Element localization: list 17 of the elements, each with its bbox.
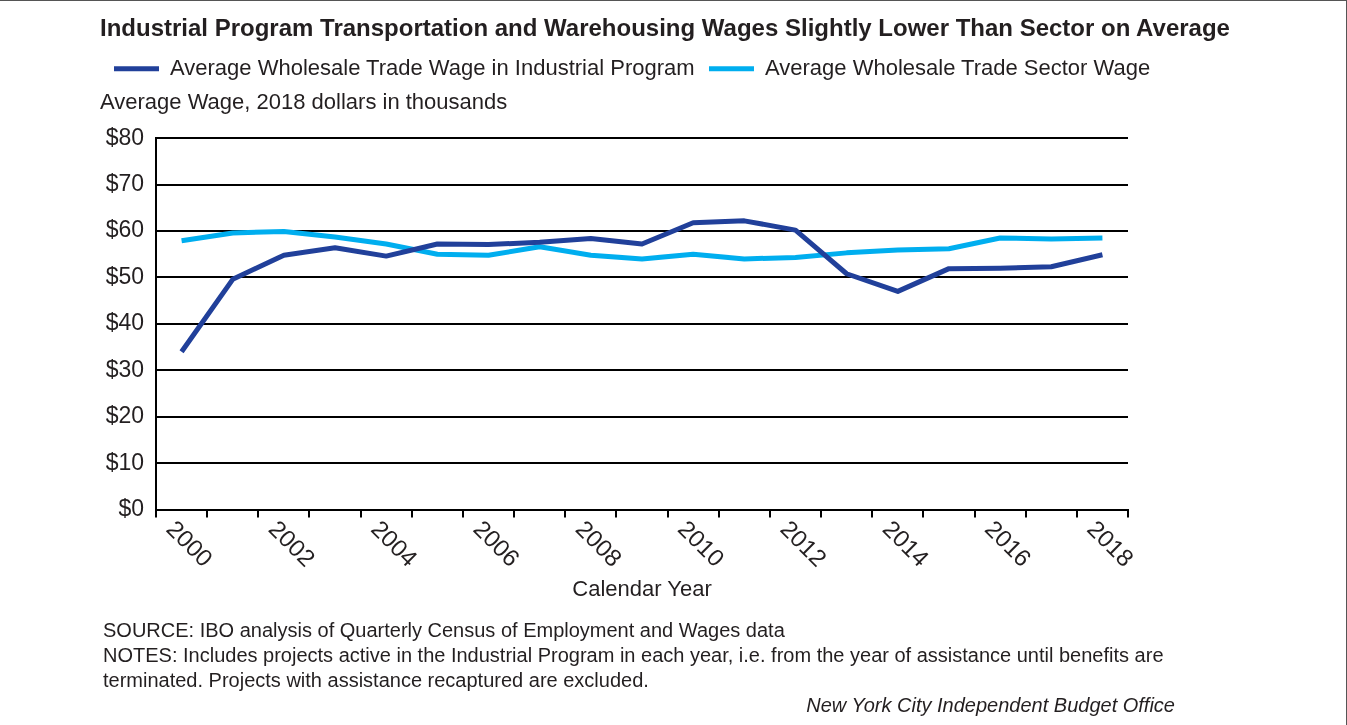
legend-label: Average Wholesale Trade Sector Wage xyxy=(764,54,1151,80)
chart-title: Industrial Program Transportation and Warehousing Wages Slightly Lower Than Sector on Average xyxy=(100,14,1230,42)
source-note: SOURCE: IBO analysis of Quarterly Census of Employment and Wages data xyxy=(103,618,786,643)
legend-label: Average Wholesale Trade Wage in Industrial Program xyxy=(170,54,695,80)
text: NOTES: Includes projects active in the Industrial Program in each year, i.e. from the year of assistance until benefits are terminated. Projects with assistance recaptured are excluded. xyxy=(103,643,1165,693)
y-axis-title: Average Wage, 2018 dollars in thousands xyxy=(100,89,508,115)
y-tick-label: $70 xyxy=(105,169,144,196)
x-axis-title: Calendar Year xyxy=(572,575,712,601)
y-tick-label: $0 xyxy=(118,494,144,521)
y-tick-label: $40 xyxy=(105,309,144,336)
y-tick-label: $60 xyxy=(105,216,144,243)
y-tick-label: $50 xyxy=(105,262,144,289)
text: New York City Independent Budget Office xyxy=(805,693,1175,718)
y-tick-label: $20 xyxy=(105,402,144,429)
y-tick-label: $30 xyxy=(105,355,144,382)
y-tick-label: $10 xyxy=(105,448,144,475)
y-tick-label: $80 xyxy=(105,123,144,150)
